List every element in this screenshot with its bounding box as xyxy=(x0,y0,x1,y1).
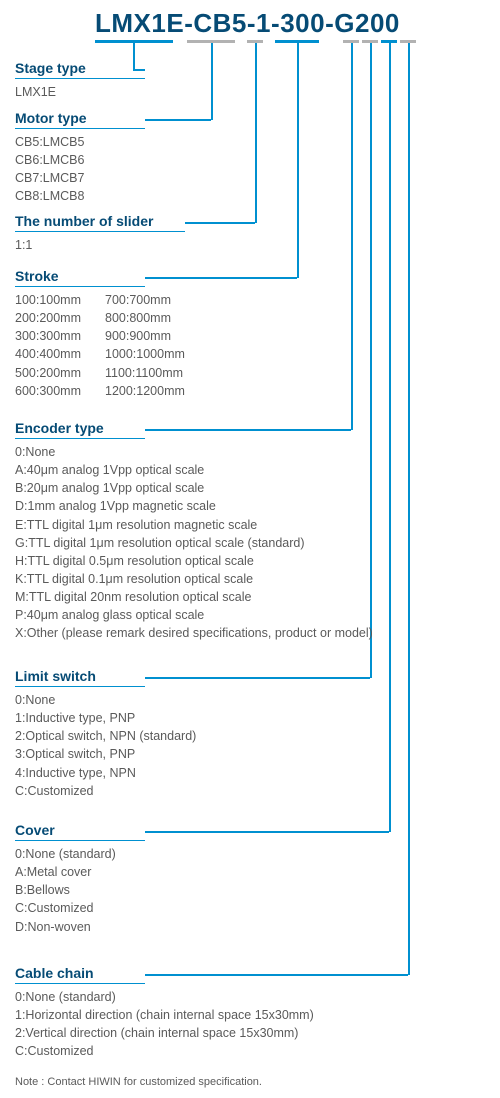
spec-value: 300:300mm xyxy=(15,327,105,345)
connector-vertical xyxy=(297,43,299,278)
section-body: 100:100mm700:700mm200:200mm800:800mm300:… xyxy=(15,291,185,400)
connector-vertical xyxy=(255,43,257,223)
spec-value: 500:200mm xyxy=(15,364,105,382)
spec-value: 400:400mm xyxy=(15,345,105,363)
spec-section: The number of slider 1:1 xyxy=(15,213,185,254)
spec-value: 1:1 xyxy=(15,236,185,254)
ordering-code-diagram: LMX1E-CB5-1-300- G200 Stage typeLMX1EMot… xyxy=(0,0,500,1098)
partnum-segment: G xyxy=(334,8,355,39)
section-body: CB5:LMCB5CB6:LMCB6CB7:LMCB7CB8:LMCB8 xyxy=(15,133,145,206)
spec-section: Stage type LMX1E xyxy=(15,60,145,101)
partnum-segment: 0 xyxy=(385,8,400,39)
spec-row: 400:400mm1000:1000mm xyxy=(15,345,185,363)
partnum-segment: 0 xyxy=(370,8,385,39)
partnum-segment: 2 xyxy=(355,8,370,39)
section-title: Motor type xyxy=(15,110,145,129)
section-body: 0:None (standard)1:Horizontal direction … xyxy=(15,988,314,1061)
spec-value: G:TTL digital 1μm resolution optical sca… xyxy=(15,534,373,552)
section-title: Cable chain xyxy=(15,965,145,984)
spec-value: 3:Optical switch, PNP xyxy=(15,745,196,763)
spec-value: B:20μm analog 1Vpp optical scale xyxy=(15,479,373,497)
partnum-segment: CB5 xyxy=(193,8,247,39)
partnum-segment: - xyxy=(247,8,256,39)
spec-row: 100:100mm700:700mm xyxy=(15,291,185,309)
section-title: The number of slider xyxy=(15,213,185,232)
connector-horizontal xyxy=(145,119,211,121)
spec-value: X:Other (please remark desired specifica… xyxy=(15,624,373,642)
spec-value: CB7:LMCB7 xyxy=(15,169,145,187)
spec-section: Motor type CB5:LMCB5CB6:LMCB6CB7:LMCB7CB8… xyxy=(15,110,145,206)
spec-value: 900:900mm xyxy=(105,329,171,343)
spec-value: 800:800mm xyxy=(105,311,171,325)
spec-section: Cover 0:None (standard)A:Metal coverB:Bel… xyxy=(15,822,145,936)
connector-horizontal xyxy=(185,222,255,224)
spec-value: CB5:LMCB5 xyxy=(15,133,145,151)
spec-value: D:1mm analog 1Vpp magnetic scale xyxy=(15,497,373,515)
section-title: Stage type xyxy=(15,60,145,79)
spec-value: P:40μm analog glass optical scale xyxy=(15,606,373,624)
spec-value: 0:None (standard) xyxy=(15,845,145,863)
spec-value: C:Customized xyxy=(15,782,196,800)
spec-section: Limit switch 0:None1:Inductive type, PNP2… xyxy=(15,668,196,800)
spec-value: LMX1E xyxy=(15,83,145,101)
spec-value: 0:None xyxy=(15,443,373,461)
partnum-segment: - xyxy=(184,8,193,39)
spec-value: 700:700mm xyxy=(105,293,171,307)
section-body: 0:None1:Inductive type, PNP2:Optical swi… xyxy=(15,691,196,800)
section-title: Cover xyxy=(15,822,145,841)
spec-row: 200:200mm800:800mm xyxy=(15,309,185,327)
section-title: Stroke xyxy=(15,268,145,287)
spec-section: Cable chain 0:None (standard)1:Horizontal… xyxy=(15,965,314,1061)
spec-value: M:TTL digital 20nm resolution optical sc… xyxy=(15,588,373,606)
spec-row: 500:200mm1100:1100mm xyxy=(15,364,185,382)
spec-value: H:TTL digital 0.5μm resolution optical s… xyxy=(15,552,373,570)
section-title: Encoder type xyxy=(15,420,145,439)
spec-value: 1000:1000mm xyxy=(105,347,185,361)
section-body: 1:1 xyxy=(15,236,185,254)
spec-value: 600:300mm xyxy=(15,382,105,400)
part-number: LMX1E-CB5-1-300- G200 xyxy=(95,8,400,39)
spec-value: A:Metal cover xyxy=(15,863,145,881)
spec-value: 200:200mm xyxy=(15,309,105,327)
spec-value: C:Customized xyxy=(15,1042,314,1060)
footnote: Note : Contact HIWIN for customized spec… xyxy=(15,1076,262,1088)
spec-section: Encoder type 0:NoneA:40μm analog 1Vpp opt… xyxy=(15,420,373,642)
spec-value: 1100:1100mm xyxy=(105,366,183,380)
spec-value: C:Customized xyxy=(15,899,145,917)
partnum-segment: 1 xyxy=(256,8,271,39)
spec-value: 2:Optical switch, NPN (standard) xyxy=(15,727,196,745)
spec-section: Stroke100:100mm700:700mm200:200mm800:800… xyxy=(15,268,185,400)
spec-value: CB8:LMCB8 xyxy=(15,187,145,205)
connector-vertical xyxy=(408,43,410,975)
spec-value: A:40μm analog 1Vpp optical scale xyxy=(15,461,373,479)
spec-value: 1:Horizontal direction (chain internal s… xyxy=(15,1006,314,1024)
spec-value: 100:100mm xyxy=(15,291,105,309)
connector-vertical xyxy=(389,43,391,832)
section-body: LMX1E xyxy=(15,83,145,101)
connector-horizontal xyxy=(145,831,389,833)
partnum-segment: - xyxy=(271,8,280,39)
spec-value: 1200:1200mm xyxy=(105,384,185,398)
section-title: Limit switch xyxy=(15,668,145,687)
spec-row: 600:300mm1200:1200mm xyxy=(15,382,185,400)
section-body: 0:NoneA:40μm analog 1Vpp optical scaleB:… xyxy=(15,443,373,642)
spec-value: 0:None xyxy=(15,691,196,709)
spec-value: D:Non-woven xyxy=(15,918,145,936)
spec-value: 2:Vertical direction (chain internal spa… xyxy=(15,1024,314,1042)
spec-value: CB6:LMCB6 xyxy=(15,151,145,169)
connector-vertical xyxy=(211,43,213,120)
spec-value: 0:None (standard) xyxy=(15,988,314,1006)
spec-value: 4:Inductive type, NPN xyxy=(15,764,196,782)
partnum-segment: - xyxy=(325,8,334,39)
partnum-segment: LMX1E xyxy=(95,8,184,39)
partnum-segment: 300 xyxy=(280,8,325,39)
spec-value: B:Bellows xyxy=(15,881,145,899)
spec-row: 300:300mm900:900mm xyxy=(15,327,185,345)
spec-value: 1:Inductive type, PNP xyxy=(15,709,196,727)
connector-vertical xyxy=(351,43,353,430)
section-body: 0:None (standard)A:Metal coverB:BellowsC… xyxy=(15,845,145,936)
spec-value: E:TTL digital 1μm resolution magnetic sc… xyxy=(15,516,373,534)
spec-value: K:TTL digital 0.1μm resolution optical s… xyxy=(15,570,373,588)
